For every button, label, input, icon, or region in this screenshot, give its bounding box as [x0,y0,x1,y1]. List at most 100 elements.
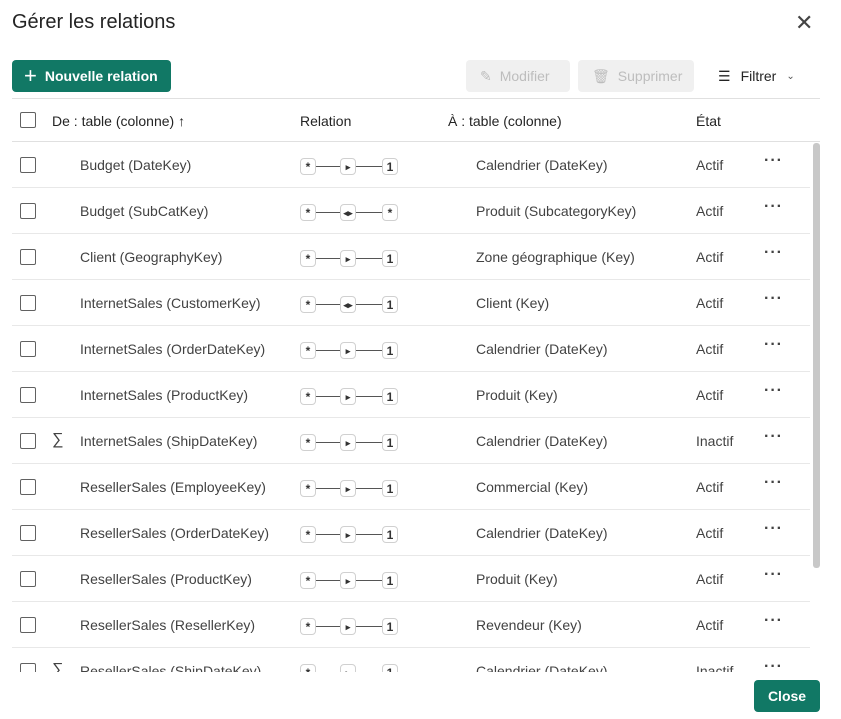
row-checkbox[interactable] [20,571,36,587]
from-column: InternetSales (ShipDateKey) [80,433,258,449]
row-checkbox[interactable] [20,617,36,633]
to-column: Calendrier (DateKey) [476,663,608,672]
more-options-icon[interactable]: ··· [764,244,783,261]
more-options-icon[interactable]: ··· [764,290,783,307]
row-checkbox[interactable] [20,341,36,357]
more-options-icon[interactable]: ··· [764,198,783,215]
cardinality-right: 1 [382,480,398,497]
to-column: Commercial (Key) [476,479,589,495]
select-all-checkbox[interactable] [20,112,36,128]
new-relation-button[interactable]: + Nouvelle relation [12,60,171,92]
relation-diagram: * ▸ 1 [300,664,398,672]
table-row[interactable]: Budget (SubCatKey) * ◂▸ * Produit (Subca… [12,188,810,234]
row-checkbox[interactable] [20,157,36,173]
row-checkbox[interactable] [20,525,36,541]
table-row[interactable]: ResellerSales (EmployeeKey) * ▸ 1 Commer… [12,464,810,510]
connector-line [316,350,340,351]
from-column: ResellerSales (ResellerKey) [80,617,256,633]
cardinality-left: * [300,526,316,543]
scrollbar[interactable] [813,143,820,568]
table-row[interactable]: InternetSales (OrderDateKey) * ▸ 1 Calen… [12,326,810,372]
connector-line [316,258,340,259]
state: Actif [696,387,724,403]
relation-diagram: * ▸ 1 [300,342,398,360]
more-options-icon[interactable]: ··· [764,336,783,353]
to-column: Revendeur (Key) [476,617,582,633]
from-column: ResellerSales (ShipDateKey) [80,663,262,672]
more-options-icon[interactable]: ··· [764,428,783,445]
table-row[interactable]: ResellerSales (OrderDateKey) * ▸ 1 Calen… [12,510,810,556]
cardinality-left: * [300,342,316,359]
connector-line [316,534,340,535]
column-state[interactable]: État [696,113,721,129]
filter-icon: ☰ [718,67,731,84]
column-from[interactable]: De : table (colonne) ↑ [52,113,185,129]
delete-button[interactable]: 🗑 Supprimer [578,60,694,92]
row-checkbox[interactable] [20,249,36,265]
table-row[interactable]: ResellerSales (ProductKey) * ▸ 1 Produit… [12,556,810,602]
cardinality-right: 1 [382,296,398,313]
more-options-icon[interactable]: ··· [764,382,783,399]
cardinality-right: 1 [382,618,398,635]
sigma-icon: ∑ [52,661,64,672]
connector-line [316,396,340,397]
cardinality-left: * [300,250,316,267]
table-row[interactable]: ∑ ResellerSales (ShipDateKey) * ▸ 1 Cale… [12,648,810,672]
state: Inactif [696,663,734,672]
relations-table: Budget (DateKey) * ▸ 1 Calendrier (DateK… [12,142,820,672]
more-options-icon[interactable]: ··· [764,474,783,491]
close-icon[interactable]: ✕ [795,10,814,35]
more-options-icon[interactable]: ··· [764,566,783,583]
cardinality-right: 1 [382,572,398,589]
connector-line [356,212,382,213]
row-checkbox[interactable] [20,387,36,403]
edit-button[interactable]: ✎ Modifier [466,60,570,92]
connector-line [356,304,382,305]
close-button[interactable]: Close [754,680,820,712]
row-checkbox[interactable] [20,295,36,311]
cardinality-right: 1 [382,342,398,359]
row-checkbox[interactable] [20,433,36,449]
single-filter-icon: ▸ [340,250,356,267]
column-to[interactable]: À : table (colonne) [448,113,562,129]
table-row[interactable]: InternetSales (CustomerKey) * ◂▸ 1 Clien… [12,280,810,326]
dialog-title: Gérer les relations [12,11,176,33]
cardinality-left: * [300,296,316,313]
more-options-icon[interactable]: ··· [764,612,783,629]
table-row[interactable]: Budget (DateKey) * ▸ 1 Calendrier (DateK… [12,142,810,188]
state: Actif [696,525,724,541]
column-relation[interactable]: Relation [300,113,352,129]
from-column: Client (GeographyKey) [80,249,223,265]
cardinality-right: 1 [382,158,398,175]
table-row[interactable]: InternetSales (ProductKey) * ▸ 1 Produit… [12,372,810,418]
row-checkbox[interactable] [20,663,36,672]
to-column: Calendrier (DateKey) [476,341,608,357]
connector-line [356,534,382,535]
single-filter-icon: ▸ [340,664,356,672]
more-options-icon[interactable]: ··· [764,658,783,672]
to-column: Calendrier (DateKey) [476,157,608,173]
table-row[interactable]: ∑ InternetSales (ShipDateKey) * ▸ 1 Cale… [12,418,810,464]
relation-diagram: * ◂▸ 1 [300,296,398,314]
row-checkbox[interactable] [20,203,36,219]
cardinality-left: * [300,664,316,672]
new-relation-label: Nouvelle relation [44,68,158,84]
from-column: Budget (SubCatKey) [80,203,209,219]
more-options-icon[interactable]: ··· [764,152,783,169]
connector-line [356,442,382,443]
more-options-icon[interactable]: ··· [764,520,783,537]
state: Actif [696,157,724,173]
relation-diagram: * ▸ 1 [300,480,398,498]
row-checkbox[interactable] [20,479,36,495]
filter-button[interactable]: ☰ Filtrer ⌄ [718,60,795,92]
from-column: ResellerSales (ProductKey) [80,571,252,587]
cardinality-left: * [300,618,316,635]
connector-line [316,212,340,213]
table-row[interactable]: ResellerSales (ResellerKey) * ▸ 1 Revend… [12,602,810,648]
edit-label: Modifier [499,68,550,84]
connector-line [316,580,340,581]
relation-diagram: * ▸ 1 [300,434,398,452]
connector-line [316,626,340,627]
table-row[interactable]: Client (GeographyKey) * ▸ 1 Zone géograp… [12,234,810,280]
to-column: Produit (Key) [476,387,558,403]
